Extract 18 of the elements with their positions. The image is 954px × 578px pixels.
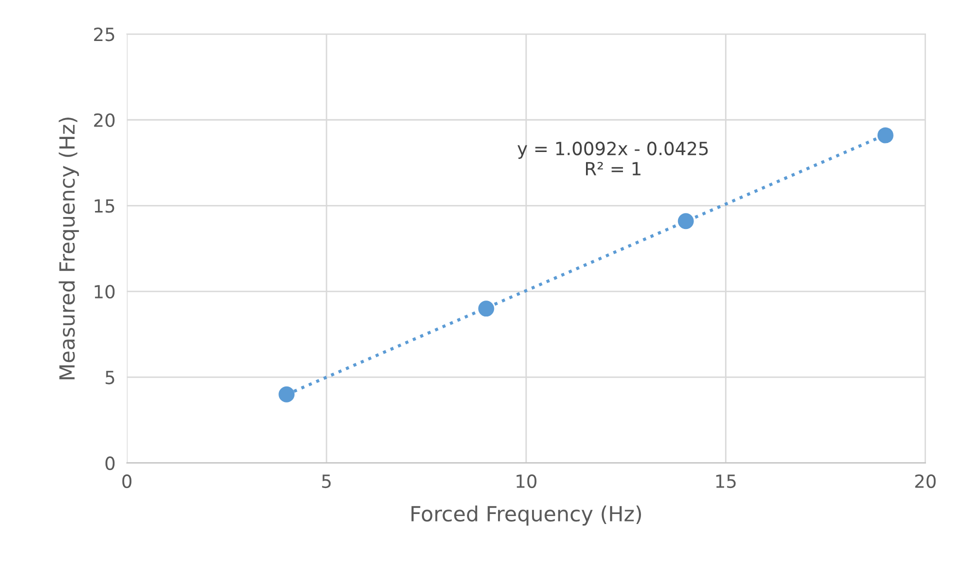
y-tick-label: 5	[106, 370, 114, 384]
point	[278, 386, 295, 402]
annotation: y = 1.0092x - 0.0425 R² = 1	[518, 142, 708, 176]
x-axis-title: Forced Frequency (Hz)	[412, 505, 641, 526]
point	[678, 213, 694, 230]
y-tick-label: 20	[94, 113, 115, 127]
x-tick-label: 0	[122, 474, 132, 488]
y-tick-label: 15	[94, 199, 114, 213]
y-tick-label: 10	[94, 284, 115, 299]
y-axis-title: Measured Frequency (Hz)	[58, 118, 79, 380]
x-tick-label: 10	[516, 474, 536, 488]
y-tick-label: 25	[94, 28, 114, 42]
y-tick-label: 0	[105, 456, 115, 470]
point	[877, 127, 894, 144]
x-tick-label: 15	[716, 474, 736, 488]
x-tick-label: 20	[915, 474, 936, 488]
x-tick-label: 5	[322, 474, 331, 488]
point	[478, 300, 494, 317]
